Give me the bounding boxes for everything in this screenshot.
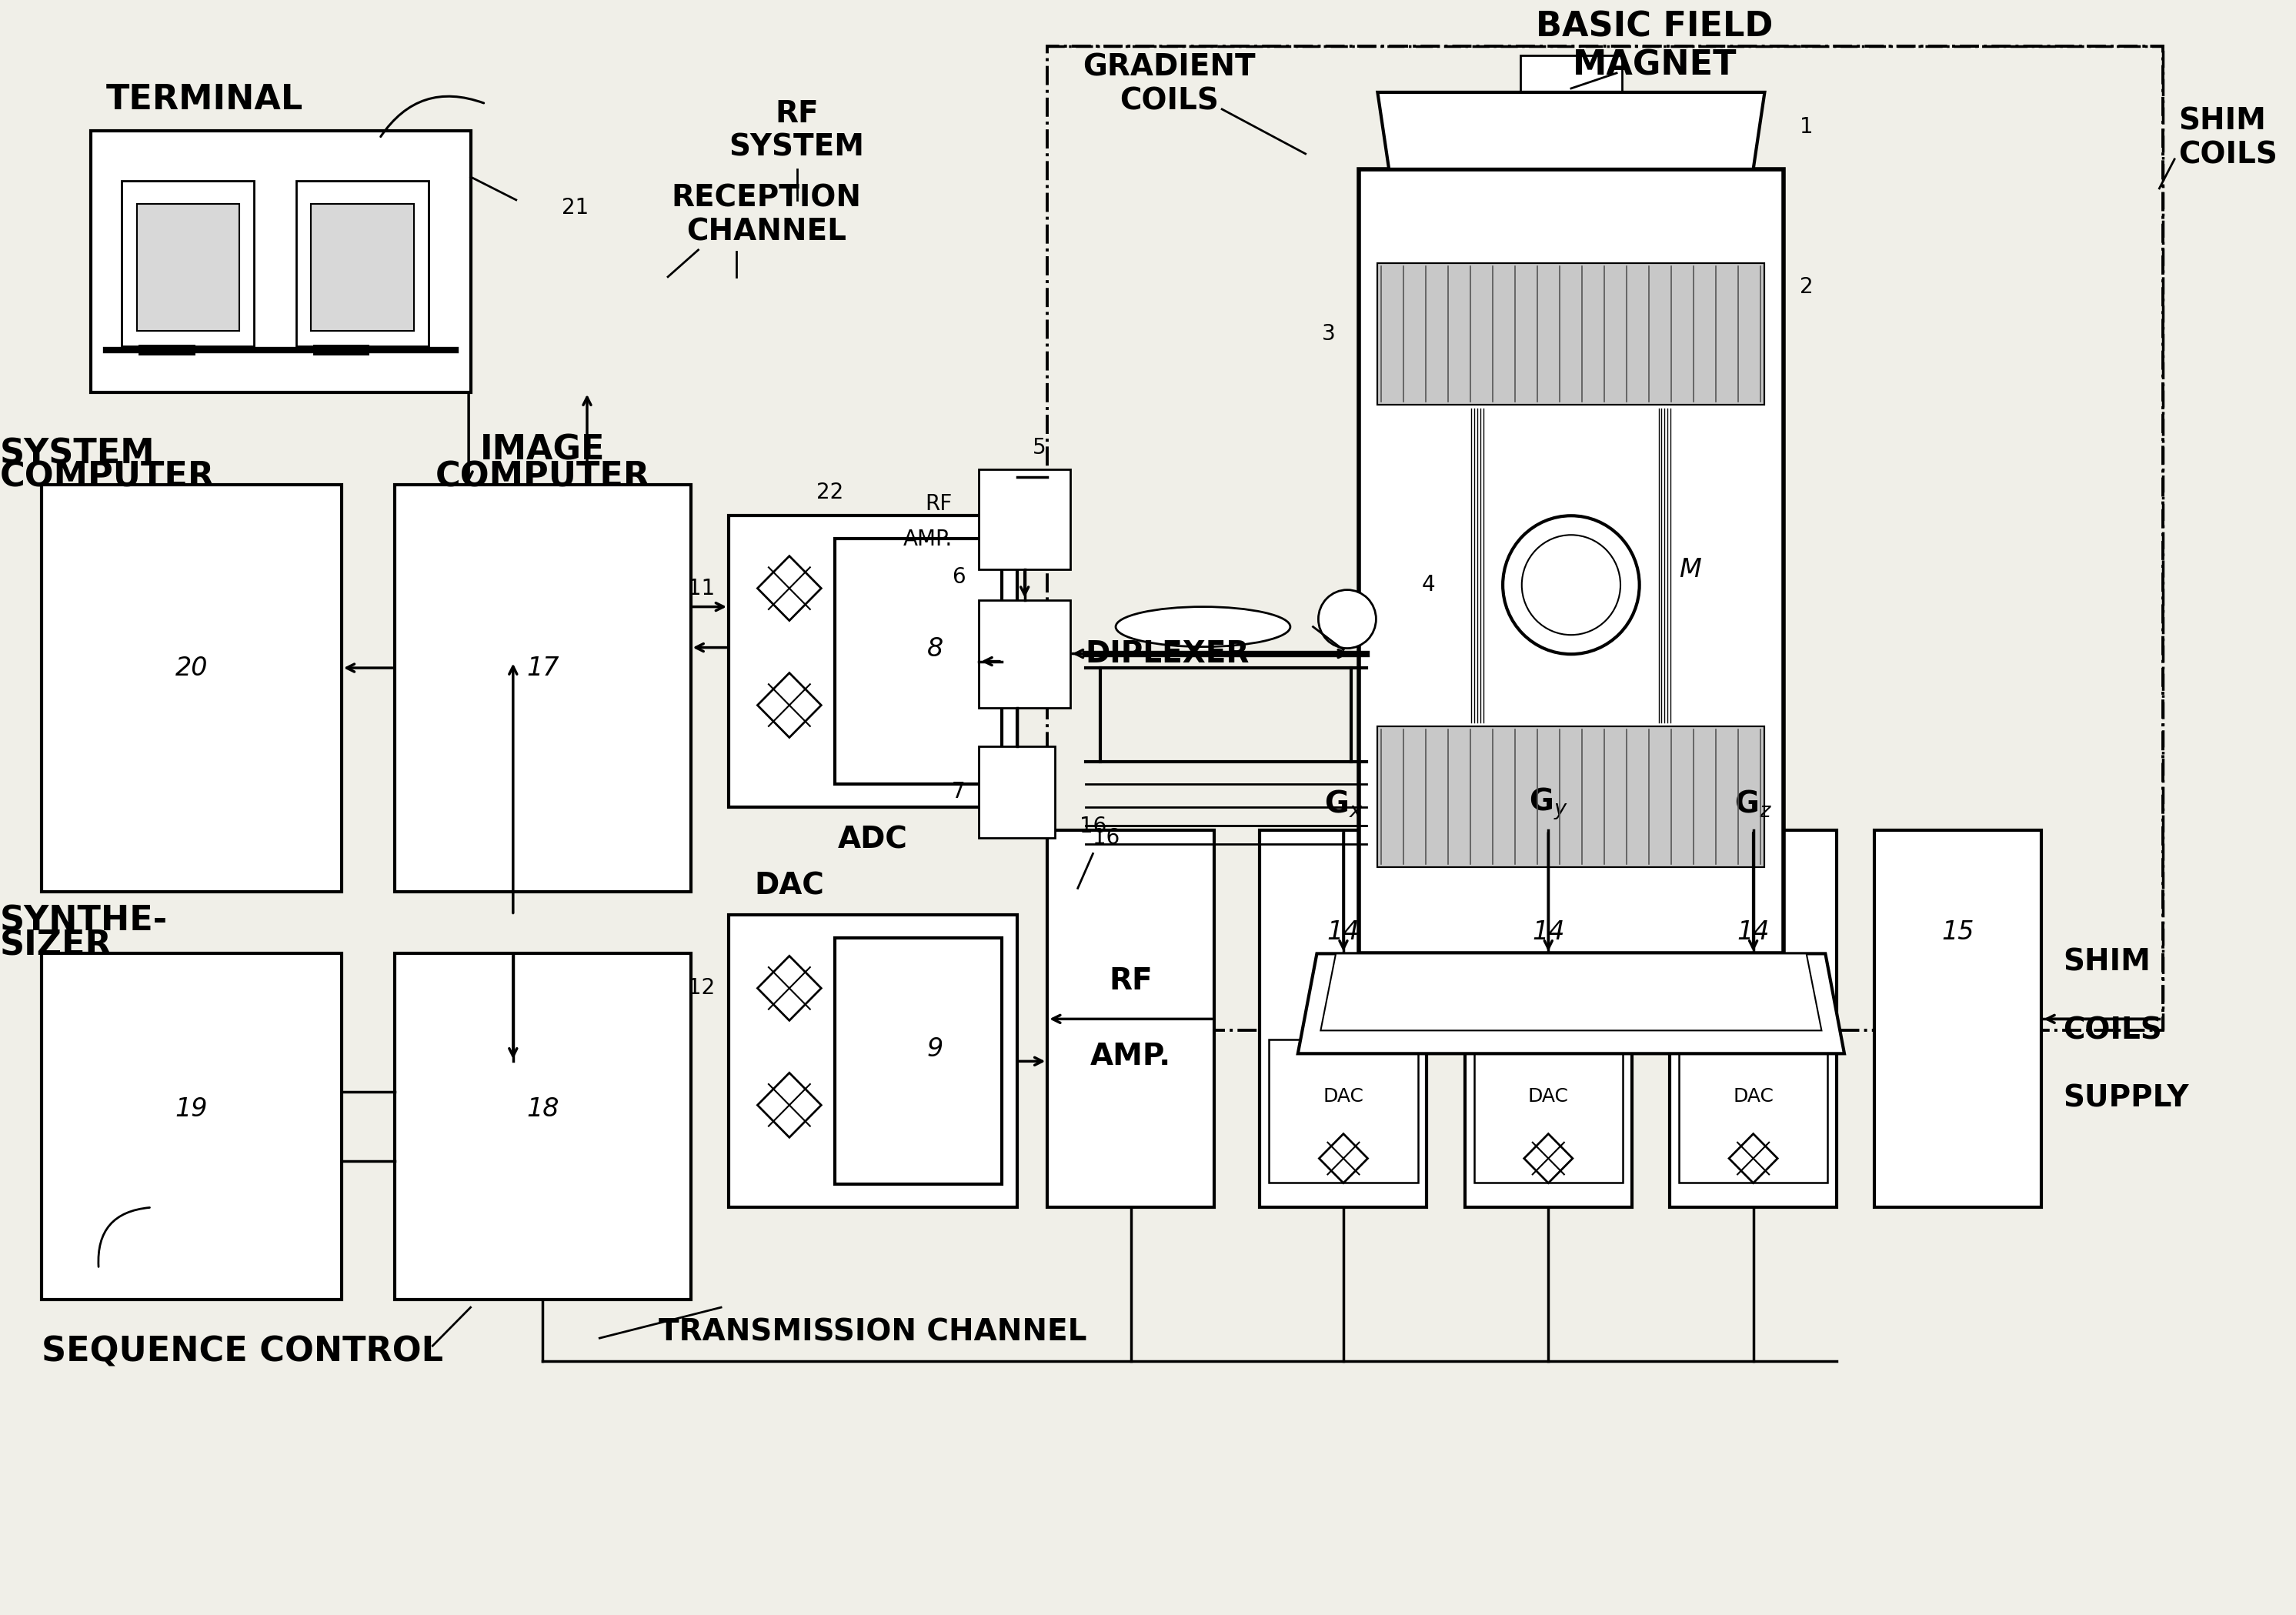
Text: RF
SYSTEM: RF SYSTEM: [730, 99, 866, 162]
Bar: [312, 203, 413, 331]
Ellipse shape: [1116, 607, 1290, 646]
Text: RF: RF: [925, 493, 953, 515]
Text: 12: 12: [689, 977, 714, 1000]
Text: 16: 16: [1093, 827, 1120, 849]
Text: M: M: [1678, 557, 1701, 583]
Text: SYNTHE-: SYNTHE-: [0, 904, 168, 938]
Polygon shape: [1297, 953, 1844, 1053]
Bar: [296, 181, 429, 346]
Bar: [1359, 170, 1784, 953]
Text: 4: 4: [1421, 575, 1435, 596]
Text: 5: 5: [1033, 436, 1045, 459]
Text: 16: 16: [1079, 816, 1107, 838]
Bar: [1261, 830, 1426, 1208]
Text: DAC: DAC: [755, 872, 824, 901]
Text: 14: 14: [1531, 919, 1564, 945]
Text: DAC: DAC: [1733, 1087, 1773, 1105]
Text: SHIM
COILS: SHIM COILS: [2179, 107, 2278, 170]
Text: SUPPLY: SUPPLY: [2062, 1084, 2188, 1113]
Circle shape: [1504, 515, 1639, 654]
Text: IMAGE: IMAGE: [480, 433, 606, 467]
Text: ADC: ADC: [838, 825, 907, 854]
Circle shape: [1522, 535, 1621, 635]
Text: 2: 2: [1800, 276, 1814, 297]
Polygon shape: [758, 956, 822, 1021]
Text: 19: 19: [174, 1097, 209, 1122]
Text: COILS: COILS: [2062, 1016, 2163, 1045]
Bar: [395, 484, 691, 891]
Polygon shape: [1320, 1134, 1368, 1184]
Bar: [728, 515, 1017, 808]
Polygon shape: [758, 673, 822, 738]
Bar: [728, 916, 1017, 1208]
Bar: [1378, 727, 1766, 867]
Bar: [138, 203, 239, 331]
Text: SEQUENCE CONTROL: SEQUENCE CONTROL: [41, 1336, 443, 1368]
Text: 1: 1: [1800, 116, 1814, 137]
Bar: [395, 953, 691, 1300]
Text: AMP.: AMP.: [902, 528, 953, 549]
Text: DAC: DAC: [1529, 1087, 1568, 1105]
Text: RECEPTION
CHANNEL: RECEPTION CHANNEL: [670, 184, 861, 247]
Text: 20: 20: [174, 656, 209, 680]
Bar: [1465, 830, 1632, 1208]
Bar: [1378, 263, 1766, 404]
Polygon shape: [1320, 953, 1821, 1030]
Bar: [1678, 1040, 1828, 1182]
Bar: [978, 599, 1070, 707]
Bar: [122, 181, 255, 346]
Bar: [1270, 1040, 1419, 1182]
Bar: [1047, 47, 2163, 1030]
Text: 7: 7: [953, 782, 964, 803]
Text: SHIM: SHIM: [2062, 948, 2151, 977]
Text: 18: 18: [526, 1097, 558, 1122]
Bar: [1378, 727, 1766, 867]
Text: 17: 17: [526, 656, 558, 680]
Bar: [978, 468, 1070, 568]
Text: 8: 8: [928, 636, 944, 662]
Text: G$_z$: G$_z$: [1733, 788, 1773, 819]
Text: TERMINAL: TERMINAL: [106, 84, 303, 116]
Text: BASIC FIELD
MAGNET: BASIC FIELD MAGNET: [1536, 10, 1773, 82]
Text: DAC: DAC: [1322, 1087, 1364, 1105]
Text: SIZER: SIZER: [0, 929, 113, 963]
Text: TRANSMISSION CHANNEL: TRANSMISSION CHANNEL: [659, 1318, 1086, 1347]
Bar: [1047, 830, 1215, 1208]
Bar: [41, 953, 342, 1300]
Bar: [92, 131, 471, 392]
Bar: [1669, 830, 1837, 1208]
Bar: [1520, 55, 1621, 92]
Bar: [836, 538, 1001, 785]
Text: 14: 14: [1327, 919, 1359, 945]
Text: 9: 9: [928, 1037, 944, 1061]
Text: G$_y$: G$_y$: [1529, 785, 1568, 822]
Text: 6: 6: [953, 565, 964, 588]
Text: 15: 15: [1942, 919, 1975, 945]
Text: GRADIENT
COILS: GRADIENT COILS: [1081, 53, 1256, 116]
Bar: [1378, 263, 1766, 404]
Polygon shape: [1729, 1134, 1777, 1184]
Text: COMPUTER: COMPUTER: [436, 460, 650, 493]
Polygon shape: [1525, 1134, 1573, 1184]
Bar: [1876, 830, 2041, 1208]
Circle shape: [1318, 589, 1375, 648]
Bar: [41, 484, 342, 891]
Polygon shape: [1378, 92, 1766, 170]
Polygon shape: [758, 1072, 822, 1137]
Polygon shape: [758, 556, 822, 620]
Text: SYSTEM: SYSTEM: [0, 438, 156, 470]
Text: COMPUTER: COMPUTER: [0, 460, 216, 493]
Bar: [978, 746, 1054, 838]
Text: 22: 22: [815, 481, 843, 502]
Bar: [836, 938, 1001, 1184]
Text: 21: 21: [563, 197, 588, 218]
Text: 14: 14: [1736, 919, 1770, 945]
Text: RF: RF: [1109, 967, 1153, 996]
Text: AMP.: AMP.: [1091, 1042, 1171, 1071]
Text: 3: 3: [1322, 323, 1336, 344]
Text: DIPLEXER: DIPLEXER: [1086, 640, 1249, 669]
Text: 11: 11: [689, 578, 714, 599]
Bar: [1474, 1040, 1623, 1182]
Text: G$_x$: G$_x$: [1325, 788, 1364, 819]
